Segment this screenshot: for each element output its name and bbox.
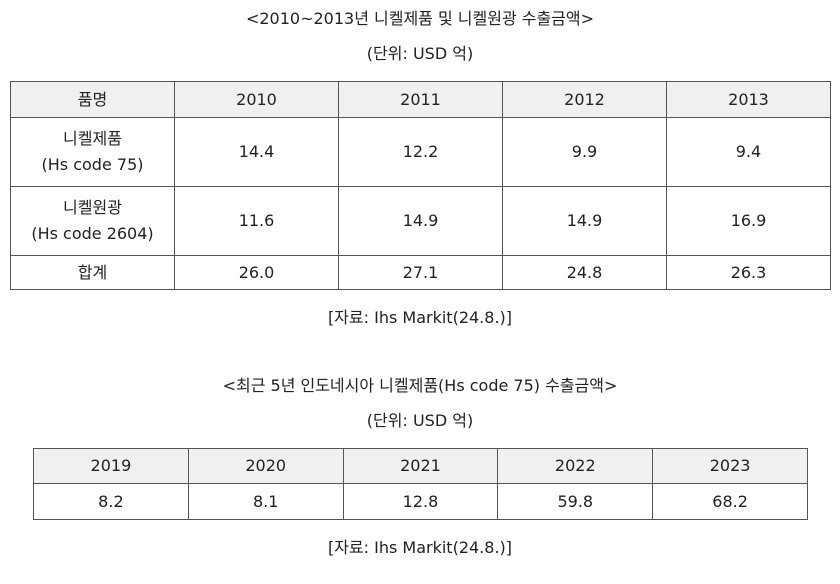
- value-cell: 14.4: [174, 117, 339, 187]
- table2-title: <최근 5년 인도네시아 니켈제품(Hs code 75) 수출금액>: [222, 376, 618, 395]
- year-header-cell: 2020: [187, 448, 344, 484]
- value-cell: 9.4: [666, 117, 831, 187]
- total-value-cell: 26.3: [666, 255, 831, 290]
- table1-unit: (단위: USD 억): [366, 44, 474, 63]
- header-cell: 2011: [338, 81, 503, 118]
- product-code: (Hs code 75): [41, 155, 144, 174]
- indonesia-nickel-export-table: 2019 2020 2021 2022 2023 8.2 8.1 12.8 59…: [33, 448, 808, 520]
- table-header-row: 품명 2010 2011 2012 2013: [10, 81, 831, 118]
- table1-title: <2010~2013년 니켈제품 및 니켈원광 수출금액>: [245, 9, 595, 28]
- total-label-cell: 합계: [10, 255, 175, 290]
- value-cell: 12.8: [342, 483, 499, 520]
- header-cell: 2010: [174, 81, 339, 118]
- table1-source: [자료: Ihs Markit(24.8.)]: [327, 308, 513, 327]
- value-cell: 8.1: [187, 483, 344, 520]
- year-header-cell: 2019: [33, 448, 189, 484]
- product-name-cell: 니켈원광 (Hs code 2604): [10, 186, 175, 256]
- year-header-cell: 2021: [342, 448, 499, 484]
- year-header-cell: 2022: [497, 448, 654, 484]
- product-code: (Hs code 2604): [31, 224, 154, 243]
- header-cell: 품명: [10, 81, 175, 118]
- table-total-row: 합계 26.0 27.1 24.8 26.3: [10, 255, 831, 290]
- table2-source: [자료: Ihs Markit(24.8.)]: [327, 538, 513, 557]
- value-cell: 9.9: [502, 117, 667, 187]
- value-cell: 12.2: [338, 117, 503, 187]
- total-value-cell: 27.1: [338, 255, 503, 290]
- table-row: 니켈제품 (Hs code 75) 14.4 12.2 9.9 9.4: [10, 117, 831, 187]
- header-cell: 2013: [666, 81, 831, 118]
- product-name: 니켈원광: [63, 198, 122, 217]
- table-header-row: 2019 2020 2021 2022 2023: [33, 448, 808, 484]
- product-name-cell: 니켈제품 (Hs code 75): [10, 117, 175, 187]
- table-row: 8.2 8.1 12.8 59.8 68.2: [33, 483, 808, 520]
- header-cell: 2012: [502, 81, 667, 118]
- value-cell: 11.6: [174, 186, 339, 256]
- value-cell: 14.9: [502, 186, 667, 256]
- total-value-cell: 26.0: [174, 255, 339, 290]
- total-value-cell: 24.8: [502, 255, 667, 290]
- nickel-export-table-2010-2013: 품명 2010 2011 2012 2013 니켈제품 (Hs code 75)…: [10, 81, 831, 290]
- value-cell: 68.2: [652, 483, 808, 520]
- year-header-cell: 2023: [652, 448, 808, 484]
- value-cell: 14.9: [338, 186, 503, 256]
- value-cell: 59.8: [497, 483, 654, 520]
- value-cell: 8.2: [33, 483, 189, 520]
- product-name: 니켈제품: [63, 129, 122, 148]
- table-row: 니켈원광 (Hs code 2604) 11.6 14.9 14.9 16.9: [10, 186, 831, 256]
- table2-unit: (단위: USD 억): [366, 411, 474, 430]
- value-cell: 16.9: [666, 186, 831, 256]
